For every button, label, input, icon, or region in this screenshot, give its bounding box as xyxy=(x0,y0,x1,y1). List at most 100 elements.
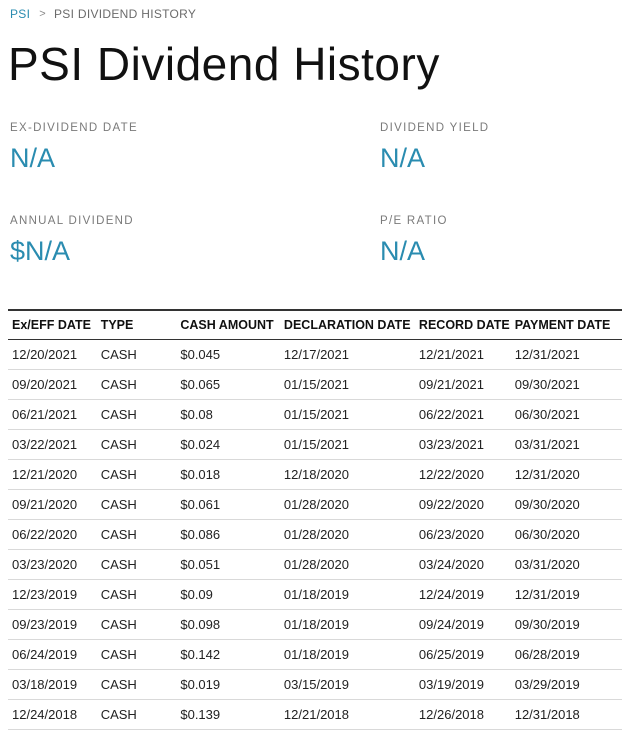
cell-declaration-date: 03/15/2019 xyxy=(283,669,419,700)
cell-cash-amount: $0.065 xyxy=(180,369,284,400)
cell-payment-date: 06/28/2019 xyxy=(514,639,622,670)
cell-payment-date: 12/31/2021 xyxy=(514,339,622,370)
cell-type: CASH xyxy=(100,609,181,640)
table-row: 09/23/2019 CASH $0.098 01/18/2019 09/24/2019… xyxy=(8,609,622,640)
stat-annual-dividend: ANNUAL DIVIDEND $N/A xyxy=(10,215,134,267)
cell-declaration-date: 01/28/2020 xyxy=(283,519,419,550)
cell-payment-date: 03/29/2019 xyxy=(514,669,622,700)
breadcrumb-root-link[interactable]: PSI xyxy=(10,7,31,21)
column-header-record-date[interactable]: RECORD DATE xyxy=(418,310,515,340)
breadcrumb: PSI > PSI DIVIDEND HISTORY xyxy=(10,7,196,21)
cell-payment-date: 03/31/2021 xyxy=(514,429,622,460)
stat-label: EX-DIVIDEND DATE xyxy=(10,122,138,134)
cell-declaration-date: 01/18/2019 xyxy=(283,579,419,610)
cell-ex-eff-date: 12/24/2018 xyxy=(8,699,101,730)
cell-declaration-date: 01/15/2021 xyxy=(283,369,419,400)
cell-cash-amount: $0.045 xyxy=(180,339,284,370)
cell-record-date: 09/22/2020 xyxy=(418,489,515,520)
table-row: 03/23/2020 CASH $0.051 01/28/2020 03/24/2020… xyxy=(8,549,622,580)
cell-declaration-date: 01/15/2021 xyxy=(283,399,419,430)
cell-record-date: 12/22/2020 xyxy=(418,459,515,490)
stat-value: N/A xyxy=(380,236,426,266)
column-header-declaration-date[interactable]: DECLARATION DATE xyxy=(283,310,419,340)
cell-cash-amount: $0.09 xyxy=(180,579,284,610)
cell-record-date: 12/26/2018 xyxy=(418,699,515,730)
table-header-row: Ex/EFF DATE TYPE CASH AMOUNT DECLARATION… xyxy=(8,310,622,340)
cell-ex-eff-date: 06/22/2020 xyxy=(8,519,101,550)
table-row: 12/24/2018 CASH $0.139 12/21/2018 12/26/2018… xyxy=(8,699,622,730)
cell-payment-date: 12/31/2018 xyxy=(514,699,622,730)
column-header-ex-eff-date[interactable]: Ex/EFF DATE xyxy=(8,310,101,340)
cell-declaration-date: 01/18/2019 xyxy=(283,609,419,640)
stat-label: P/E RATIO xyxy=(380,215,448,227)
table-row: 09/21/2020 CASH $0.061 01/28/2020 09/22/2020… xyxy=(8,489,622,520)
stat-value: $N/A xyxy=(10,236,71,266)
chevron-right-icon: > xyxy=(39,8,46,20)
cell-type: CASH xyxy=(100,429,181,460)
cell-record-date: 03/19/2019 xyxy=(418,669,515,700)
table-row: 06/21/2021 CASH $0.08 01/15/2021 06/22/2021 0… xyxy=(8,399,622,430)
cell-cash-amount: $0.08 xyxy=(180,399,284,430)
column-header-cash-amount[interactable]: CASH AMOUNT xyxy=(180,310,284,340)
table-row: 03/18/2019 CASH $0.019 03/15/2019 03/19/2019… xyxy=(8,669,622,700)
stat-label: DIVIDEND YIELD xyxy=(380,122,490,134)
stat-value: N/A xyxy=(10,143,56,173)
cell-cash-amount: $0.051 xyxy=(180,549,284,580)
cell-record-date: 09/24/2019 xyxy=(418,609,515,640)
cell-record-date: 12/21/2021 xyxy=(418,339,515,370)
cell-declaration-date: 12/21/2018 xyxy=(283,699,419,730)
cell-ex-eff-date: 03/23/2020 xyxy=(8,549,101,580)
cell-ex-eff-date: 09/21/2020 xyxy=(8,489,101,520)
cell-record-date: 09/21/2021 xyxy=(418,369,515,400)
cell-type: CASH xyxy=(100,699,181,730)
cell-type: CASH xyxy=(100,669,181,700)
cell-payment-date: 12/31/2020 xyxy=(514,459,622,490)
cell-declaration-date: 12/17/2021 xyxy=(283,339,419,370)
cell-declaration-date: 01/15/2021 xyxy=(283,429,419,460)
cell-declaration-date: 01/28/2020 xyxy=(283,549,419,580)
cell-cash-amount: $0.061 xyxy=(180,489,284,520)
stat-label: ANNUAL DIVIDEND xyxy=(10,215,134,227)
column-header-payment-date[interactable]: PAYMENT DATE xyxy=(514,310,622,340)
stat-ex-dividend-date: EX-DIVIDEND DATE N/A xyxy=(10,122,138,174)
dividend-table-container[interactable]: Ex/EFF DATE TYPE CASH AMOUNT DECLARATION… xyxy=(8,309,622,730)
cell-record-date: 06/25/2019 xyxy=(418,639,515,670)
cell-record-date: 06/22/2021 xyxy=(418,399,515,430)
cell-declaration-date: 12/18/2020 xyxy=(283,459,419,490)
dividend-history-table: Ex/EFF DATE TYPE CASH AMOUNT DECLARATION… xyxy=(8,309,622,730)
cell-payment-date: 06/30/2021 xyxy=(514,399,622,430)
table-row: 12/21/2020 CASH $0.018 12/18/2020 12/22/2020… xyxy=(8,459,622,490)
table-row: 06/24/2019 CASH $0.142 01/18/2019 06/25/2019… xyxy=(8,639,622,670)
cell-payment-date: 09/30/2020 xyxy=(514,489,622,520)
cell-ex-eff-date: 03/22/2021 xyxy=(8,429,101,460)
cell-cash-amount: $0.019 xyxy=(180,669,284,700)
cell-payment-date: 09/30/2019 xyxy=(514,609,622,640)
cell-cash-amount: $0.142 xyxy=(180,639,284,670)
cell-type: CASH xyxy=(100,639,181,670)
cell-type: CASH xyxy=(100,489,181,520)
cell-cash-amount: $0.024 xyxy=(180,429,284,460)
table-row: 06/22/2020 CASH $0.086 01/28/2020 06/23/2020… xyxy=(8,519,622,550)
cell-ex-eff-date: 03/18/2019 xyxy=(8,669,101,700)
cell-ex-eff-date: 09/20/2021 xyxy=(8,369,101,400)
table-row: 03/22/2021 CASH $0.024 01/15/2021 03/23/2021… xyxy=(8,429,622,460)
cell-payment-date: 09/30/2021 xyxy=(514,369,622,400)
cell-type: CASH xyxy=(100,339,181,370)
table-body: 12/20/2021 CASH $0.045 12/17/2021 12/21/2021… xyxy=(8,339,622,730)
cell-payment-date: 06/30/2020 xyxy=(514,519,622,550)
cell-type: CASH xyxy=(100,579,181,610)
table-row: 12/20/2021 CASH $0.045 12/17/2021 12/21/2021… xyxy=(8,339,622,370)
cell-cash-amount: $0.018 xyxy=(180,459,284,490)
cell-type: CASH xyxy=(100,369,181,400)
table-row: 12/23/2019 CASH $0.09 01/18/2019 12/24/2019 1… xyxy=(8,579,622,610)
cell-type: CASH xyxy=(100,399,181,430)
breadcrumb-current: PSI DIVIDEND HISTORY xyxy=(53,7,197,21)
cell-record-date: 03/24/2020 xyxy=(418,549,515,580)
cell-declaration-date: 01/28/2020 xyxy=(283,489,419,520)
cell-payment-date: 12/31/2019 xyxy=(514,579,622,610)
cell-ex-eff-date: 12/20/2021 xyxy=(8,339,101,370)
cell-record-date: 03/23/2021 xyxy=(418,429,515,460)
column-header-type[interactable]: TYPE xyxy=(100,310,181,340)
page-title: PSI Dividend History xyxy=(8,38,440,90)
cell-type: CASH xyxy=(100,459,181,490)
